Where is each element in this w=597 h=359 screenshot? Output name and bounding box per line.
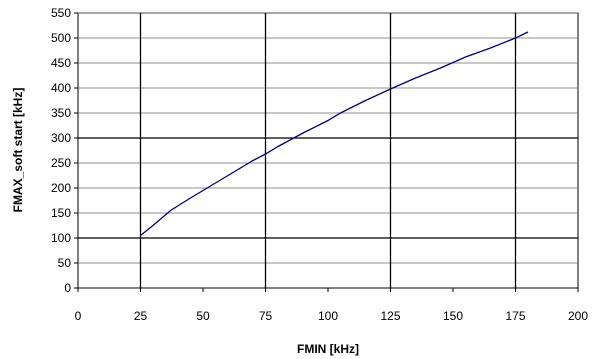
- grid: [78, 12, 578, 288]
- x-tick-label: 50: [196, 309, 210, 323]
- y-tick-label: 450: [51, 56, 71, 70]
- y-tick-label: 500: [51, 31, 71, 45]
- y-tick-label: 300: [51, 131, 71, 145]
- y-tick-label: 350: [51, 106, 71, 120]
- x-tick-label: 100: [318, 309, 338, 323]
- y-tick-label: 550: [51, 6, 71, 20]
- x-tick-label: 175: [505, 309, 525, 323]
- x-tick-label: 125: [380, 309, 400, 323]
- x-tick-label: 25: [134, 309, 148, 323]
- x-tick-label: 0: [75, 309, 82, 323]
- x-axis-ticks: 0 25 50 75 100 125 150 175 200: [75, 288, 588, 323]
- x-axis-title: FMIN [kHz]: [297, 342, 359, 356]
- y-tick-label: 400: [51, 81, 71, 95]
- y-tick-label: 200: [51, 181, 71, 195]
- x-tick-label: 150: [443, 309, 463, 323]
- y-axis-ticks: 0 50 100 150 200 250 300 350 400 450 500 550: [51, 6, 78, 295]
- x-tick-label: 75: [259, 309, 273, 323]
- y-tick-label: 100: [51, 231, 71, 245]
- y-tick-label: 0: [64, 281, 71, 295]
- plot-area: [77, 12, 579, 289]
- x-tick-label: 200: [568, 309, 588, 323]
- series-line: [140, 31, 529, 237]
- y-tick-label: 250: [51, 156, 71, 170]
- y-tick-label: 50: [58, 256, 72, 270]
- y-axis-title: FMAX_soft start [kHz]: [11, 88, 25, 213]
- y-tick-label: 150: [51, 206, 71, 220]
